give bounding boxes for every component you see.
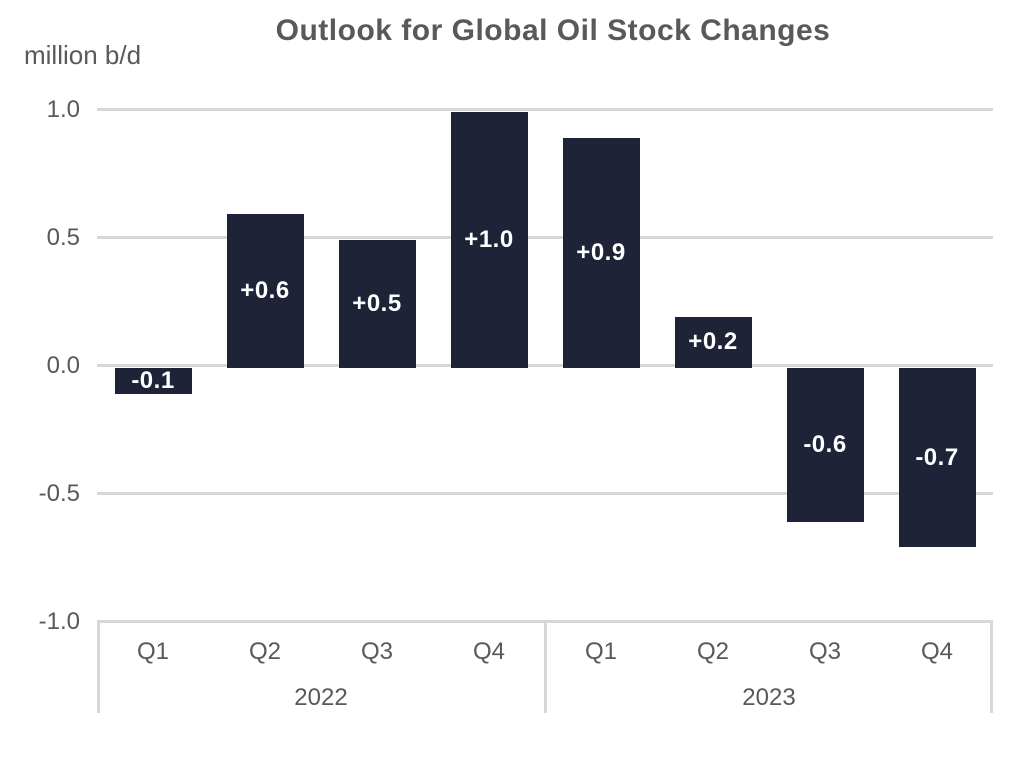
bar-value-label: -0.7 (915, 443, 959, 471)
bar: -0.1 (114, 366, 192, 394)
bar-value-label: -0.1 (131, 366, 175, 394)
gridline (97, 364, 993, 367)
bar: +0.9 (562, 137, 640, 368)
plot-area: -0.1 +0.6 +0.5 +1.0 +0.9 +0.2 -0.6 -0.7 (97, 108, 993, 713)
chart-title: Outlook for Global Oil Stock Changes (275, 14, 831, 47)
x-tick-label: Q4 (920, 638, 953, 665)
y-tick-label: 0.0 (46, 352, 80, 379)
bar-value-label: +0.6 (240, 277, 290, 305)
year-group-label: 2022 (294, 684, 348, 711)
x-tick-label: Q1 (584, 638, 617, 665)
y-axis-unit-label: million b/d (24, 40, 142, 70)
gridline (97, 236, 993, 239)
x-tick-label: Q2 (696, 638, 729, 665)
bar: -0.7 (898, 368, 976, 548)
bar: +0.2 (674, 316, 752, 368)
bar-value-label: -0.6 (803, 430, 847, 458)
x-tick-label: Q4 (472, 638, 505, 665)
x-tick-label: Q2 (248, 638, 281, 665)
y-tick-label: -0.5 (38, 480, 80, 507)
axis-bracket-tick (990, 620, 993, 713)
bar-value-label: +0.2 (688, 328, 738, 356)
axis-bracket-tick (543, 620, 547, 713)
y-tick-label: -1.0 (38, 608, 80, 635)
bar: +1.0 (450, 112, 528, 368)
axis-bracket-tick (97, 620, 100, 713)
bar-value-label: +0.5 (352, 290, 402, 317)
y-tick-label: 1.0 (46, 96, 80, 123)
x-tick-label: Q1 (136, 638, 169, 665)
gridline (97, 492, 993, 495)
bar: -0.6 (786, 368, 864, 522)
bar: +0.5 (338, 240, 416, 368)
bar: +0.6 (226, 214, 304, 368)
y-tick-label: 0.5 (46, 224, 80, 251)
x-tick-label: Q3 (808, 638, 841, 665)
bar-value-label: +0.9 (576, 238, 626, 266)
x-tick-label: Q3 (360, 638, 393, 665)
gridline (97, 108, 993, 111)
year-group-label: 2023 (742, 684, 796, 711)
bar-value-label: +1.0 (464, 226, 514, 253)
